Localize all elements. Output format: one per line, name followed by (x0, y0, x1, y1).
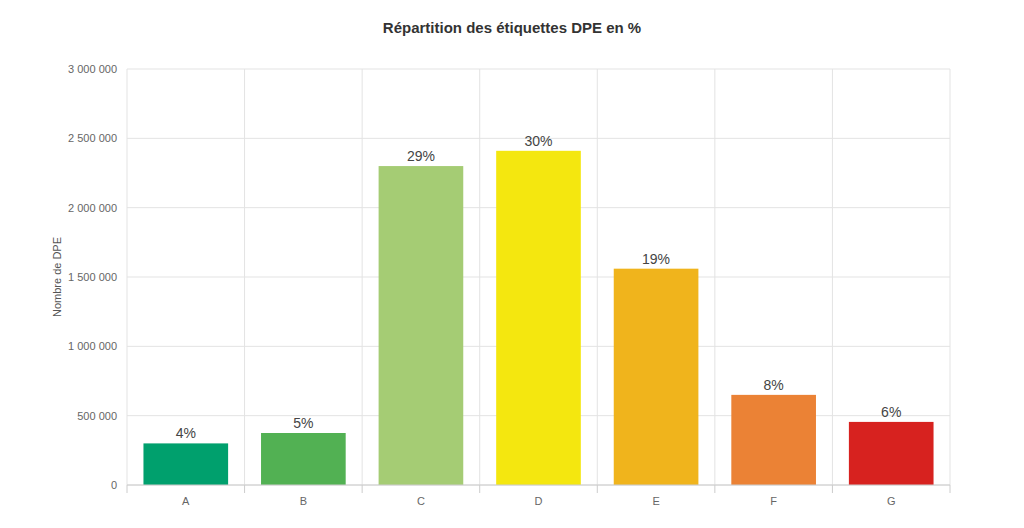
bar (614, 269, 699, 485)
x-tick-label: G (887, 495, 896, 507)
y-tick-label: 2 500 000 (68, 132, 117, 144)
y-grid-line (127, 69, 950, 70)
y-tick-label: 0 (111, 479, 117, 491)
y-grid-line (127, 485, 950, 486)
x-tick-mark (832, 485, 833, 493)
x-tick-mark (479, 485, 480, 493)
data-label: 19% (642, 251, 670, 267)
x-axis-line (127, 485, 950, 486)
x-tick-label: B (300, 495, 307, 507)
x-grid-line (244, 69, 245, 485)
x-tick-label: C (417, 495, 425, 507)
y-tick-label: 3 000 000 (68, 63, 117, 75)
bars (143, 151, 933, 485)
bar (849, 422, 934, 485)
bar (731, 395, 816, 485)
x-tick-label: D (535, 495, 543, 507)
bar (261, 433, 346, 485)
data-label: 29% (407, 148, 435, 164)
bar (496, 151, 581, 485)
y-tick-label: 2 000 000 (68, 202, 117, 214)
x-tick-label: E (652, 495, 659, 507)
bar (143, 443, 228, 485)
x-grid-line (597, 69, 598, 485)
chart-title: Répartition des étiquettes DPE en % (383, 19, 641, 36)
x-grid-line (714, 69, 715, 485)
y-tick-label: 1 500 000 (68, 271, 117, 283)
x-tick-mark (950, 485, 951, 493)
x-tick-mark (244, 485, 245, 493)
y-tick-label: 1 000 000 (68, 340, 117, 352)
x-grid-line (950, 69, 951, 485)
data-label: 30% (524, 133, 552, 149)
x-tick-label: A (182, 495, 190, 507)
data-label: 5% (293, 415, 313, 431)
data-label: 8% (764, 377, 784, 393)
x-tick-label: F (770, 495, 777, 507)
y-axis-label: Nombre de DPE (51, 237, 63, 317)
data-label: 6% (881, 404, 901, 420)
y-tick-label: 500 000 (77, 410, 117, 422)
x-grid-line (127, 69, 128, 485)
x-tick-mark (597, 485, 598, 493)
x-grid-line (479, 69, 480, 485)
x-tick-mark (362, 485, 363, 493)
x-tick-mark (714, 485, 715, 493)
x-grid-line (362, 69, 363, 485)
chart-container: Répartition des étiquettes DPE en % Nombr… (0, 0, 1024, 528)
chart-svg: Répartition des étiquettes DPE en % Nombr… (0, 0, 1024, 528)
bar (379, 166, 464, 485)
data-label: 4% (176, 425, 196, 441)
x-tick-mark (127, 485, 128, 493)
x-grid-line (832, 69, 833, 485)
